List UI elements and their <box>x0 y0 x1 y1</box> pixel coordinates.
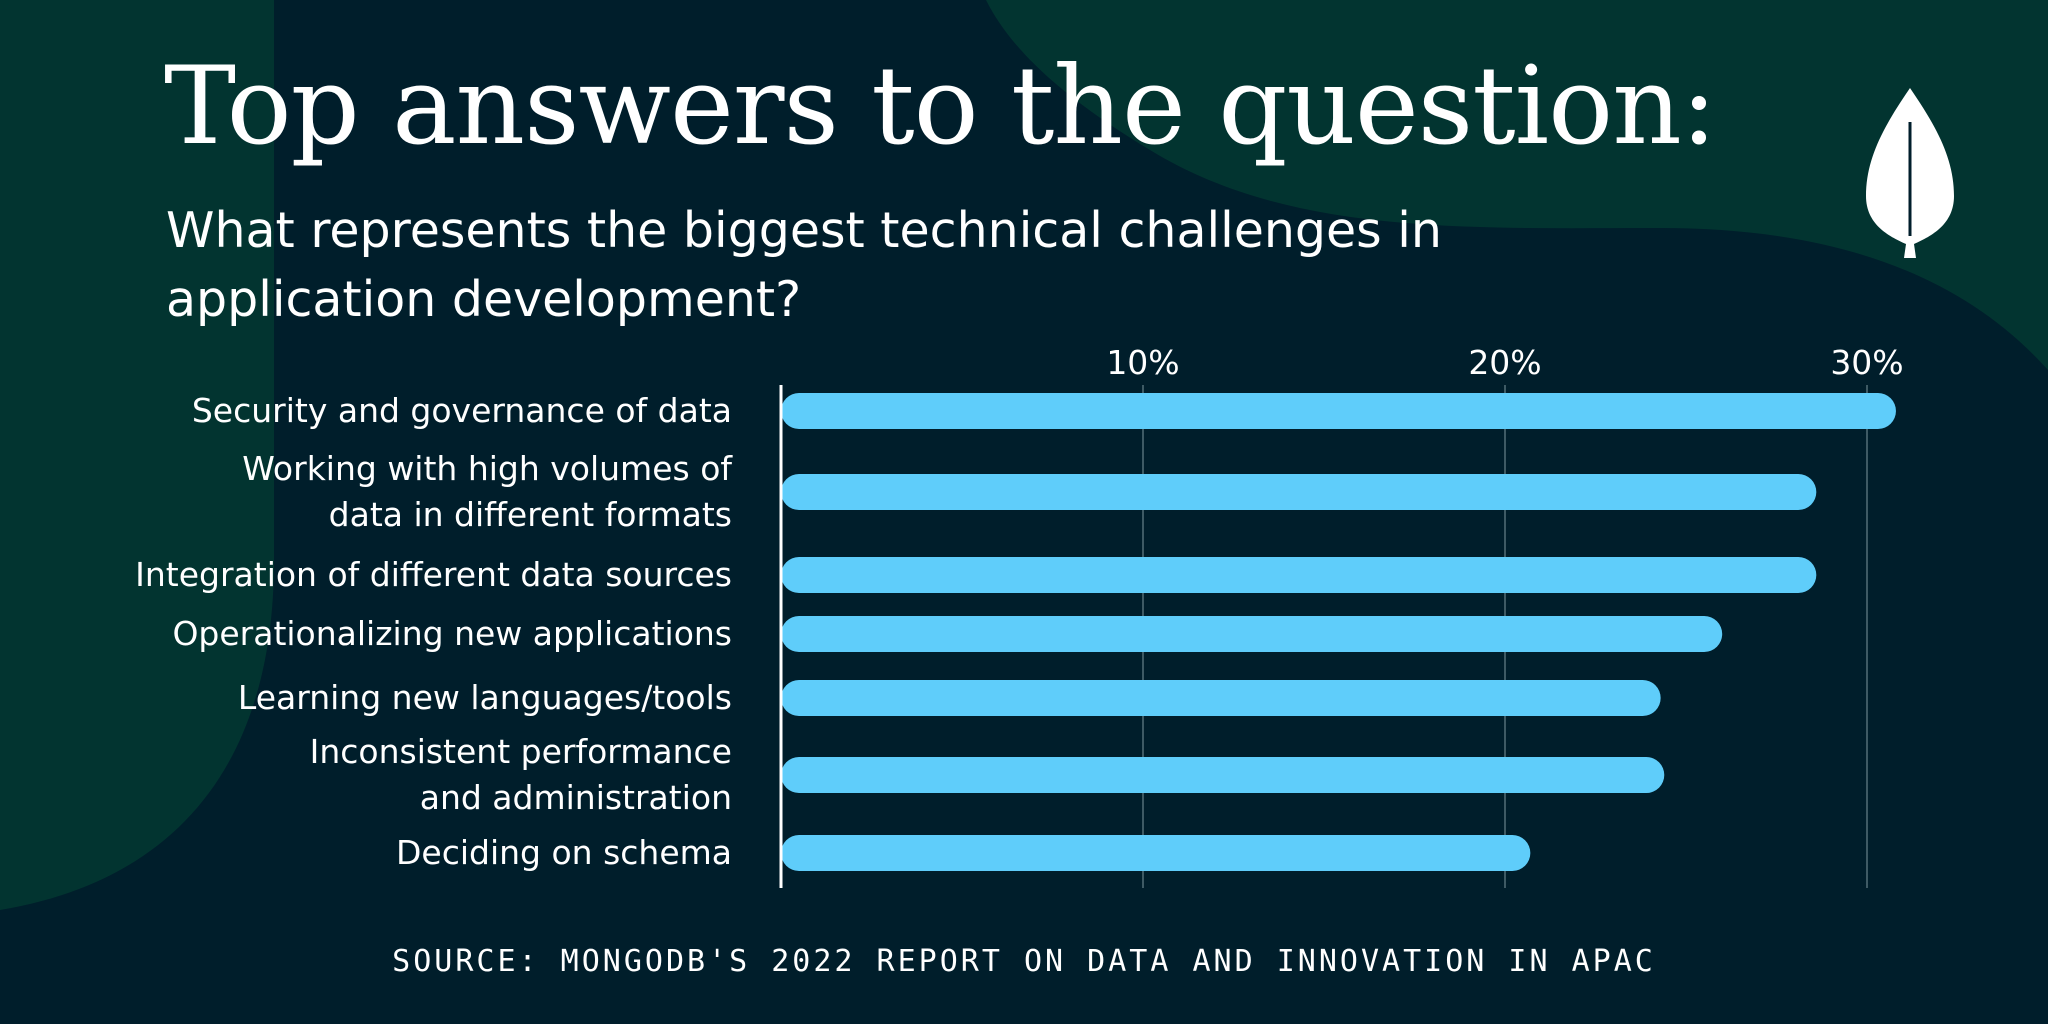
category-label: Learning new languages/tools <box>12 675 732 721</box>
question-subtitle: What represents the biggest technical ch… <box>166 202 1442 328</box>
bar <box>781 757 1665 793</box>
bar <box>781 474 1817 510</box>
category-label-line: data in different formats <box>328 495 732 534</box>
category-label: Security and governance of data <box>12 388 732 434</box>
category-label: Deciding on schema <box>12 830 732 876</box>
category-label-line: Integration of different data sources <box>135 555 732 594</box>
category-label-line: Working with high volumes of <box>242 449 732 488</box>
category-label: Working with high volumes of data in diff… <box>12 446 732 538</box>
category-label-line: Learning new languages/tools <box>237 678 732 717</box>
page-title: Top answers to the question: <box>164 44 1717 169</box>
bar <box>781 557 1817 593</box>
bar <box>781 616 1723 652</box>
category-label-line: Security and governance of data <box>191 391 732 430</box>
bar <box>781 393 1896 429</box>
bar <box>781 680 1661 716</box>
category-label: Integration of different data sources <box>12 552 732 598</box>
category-label-line: and administration <box>419 778 732 817</box>
left-blob <box>0 0 274 910</box>
x-tick-label: 10% <box>1106 343 1179 382</box>
category-label: Inconsistent performance and administrati… <box>12 729 732 821</box>
category-label: Operationalizing new applications <box>12 611 732 657</box>
source-note: SOURCE: MONGODB'S 2022 REPORT ON DATA AN… <box>392 944 1656 979</box>
bar <box>781 835 1531 871</box>
x-tick-label: 20% <box>1468 343 1541 382</box>
mongodb-leaf-icon <box>1866 88 1954 258</box>
category-label-line: Inconsistent performance <box>309 732 732 771</box>
x-tick-label: 30% <box>1830 343 1903 382</box>
top-right-blob <box>986 0 2048 370</box>
category-label-line: Operationalizing new applications <box>172 614 732 653</box>
category-label-line: Deciding on schema <box>395 833 732 872</box>
